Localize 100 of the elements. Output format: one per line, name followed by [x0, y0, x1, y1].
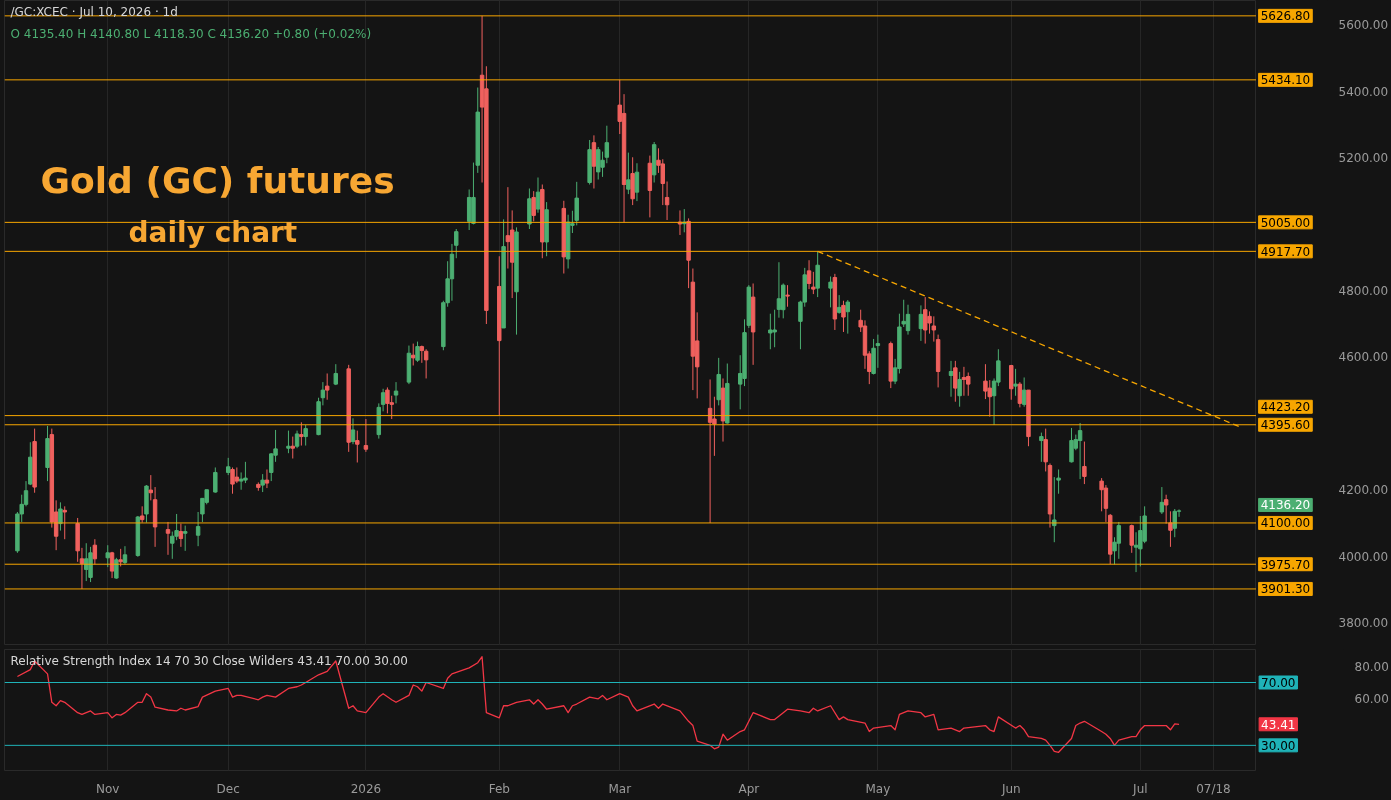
candlestick — [290, 436, 295, 460]
ref-line-label: 3975.70 — [1260, 557, 1311, 572]
candlestick — [957, 371, 962, 408]
candlestick — [948, 360, 954, 398]
candlestick — [785, 284, 790, 308]
candlestick — [466, 188, 472, 231]
x-tick-label: 2026 — [350, 781, 382, 796]
candlestick — [953, 360, 958, 403]
candlestick — [1069, 427, 1074, 463]
ref-line-label: 70.00 — [1261, 676, 1296, 690]
candlestick — [350, 417, 356, 445]
x-tick-label: May — [865, 781, 891, 796]
candlestick — [230, 466, 235, 495]
candlestick — [961, 366, 967, 397]
ref-line-label: 30.00 — [1261, 738, 1296, 753]
ref-line-label: 4100.00 — [1260, 516, 1311, 531]
candlestick — [1009, 364, 1014, 401]
x-tick-label: Nov — [96, 781, 120, 796]
candlestick — [243, 461, 248, 484]
candlestick — [1133, 531, 1139, 573]
candlestick — [922, 296, 928, 345]
candlestick — [596, 146, 601, 181]
candlestick — [828, 276, 833, 308]
candlestick — [238, 471, 244, 491]
chart-title: Relative Strength Index 14 70 30 Close Wilders 43.41 70.00 30.00 — [10, 653, 408, 668]
candlestick — [178, 523, 184, 548]
y-tick-label: 4200.00 — [1338, 483, 1389, 498]
ref-line-label: 5434.10 — [1260, 73, 1311, 88]
candlestick — [1013, 368, 1018, 397]
candlestick — [423, 348, 429, 379]
annotation: daily chart — [128, 215, 298, 249]
candlestick — [531, 190, 536, 222]
y-tick-label: 60.00 — [1354, 691, 1389, 706]
candlestick — [626, 152, 631, 195]
y-tick-label: 5200.00 — [1338, 151, 1389, 166]
annotation: Gold (GC) futures — [40, 159, 395, 201]
y-tick-label: 3800.00 — [1338, 616, 1389, 631]
candlestick — [105, 544, 110, 568]
x-tick-label: Mar — [608, 781, 632, 796]
candlestick — [58, 501, 63, 532]
candlestick — [806, 259, 812, 290]
x-tick-label: Jul — [1132, 781, 1148, 796]
x-tick-label: 07/18 — [1196, 781, 1231, 796]
chart-title: /GC:XCEC · Jul 10, 2026 · 1d — [10, 4, 178, 19]
x-tick-label: Apr — [738, 781, 760, 796]
y-tick-label: 4600.00 — [1338, 350, 1389, 365]
candlestick — [815, 250, 820, 298]
candlestick — [918, 304, 924, 342]
ref-line-label: 4917.70 — [1260, 244, 1311, 259]
candlestick — [1129, 524, 1134, 554]
candlestick — [165, 521, 171, 556]
candlestick — [1017, 381, 1023, 408]
candlestick — [415, 341, 420, 363]
x-tick-label: Jun — [1000, 781, 1021, 796]
candlestick — [264, 468, 270, 489]
ref-line-label: 5626.80 — [1260, 9, 1311, 24]
candlestick — [845, 299, 850, 335]
candlestick — [841, 300, 846, 333]
y-tick-label: 5600.00 — [1338, 18, 1389, 33]
ref-line-label: 4395.60 — [1260, 418, 1311, 433]
candlestick — [966, 371, 971, 397]
candlestick — [92, 538, 98, 565]
ref-line-label: 3901.30 — [1260, 582, 1311, 597]
candlestick — [393, 381, 399, 404]
y-tick-label: 80.00 — [1354, 660, 1389, 675]
candlestick — [182, 525, 188, 552]
candlestick — [1163, 494, 1169, 525]
candlestick — [836, 294, 842, 315]
candlestick — [363, 418, 369, 453]
annotation: 43.41 — [1261, 717, 1296, 732]
candlestick — [1116, 521, 1122, 560]
candlestick — [213, 466, 218, 494]
candlestick — [505, 186, 511, 270]
candlestick — [1172, 508, 1177, 538]
text: O 4135.40 H 4140.80 L 4118.30 C 4136.20 +0.80 (+0.02%) — [10, 26, 372, 41]
candlestick — [114, 557, 119, 580]
candlestick — [1039, 432, 1044, 463]
ref-line-label: 5005.00 — [1260, 215, 1311, 230]
candlestick — [324, 372, 330, 401]
candlestick — [303, 424, 308, 447]
y-tick-label: 4800.00 — [1338, 283, 1389, 298]
candlestick — [299, 421, 304, 447]
x-tick-label: Feb — [488, 781, 510, 796]
candlestick — [535, 177, 541, 214]
candlestick — [772, 309, 777, 348]
candlestick — [1043, 428, 1048, 472]
y-tick-label: 4000.00 — [1338, 549, 1389, 564]
candlestick — [355, 430, 360, 463]
candlestick — [286, 430, 291, 454]
candlestick — [1159, 486, 1165, 515]
candlestick — [411, 343, 416, 367]
x-tick-label: Dec — [216, 781, 240, 796]
candlestick — [931, 315, 937, 343]
candlestick — [768, 313, 773, 350]
text: 4136.20 — [1260, 498, 1311, 513]
candlestick — [634, 162, 640, 202]
candlestick — [1082, 441, 1087, 485]
candlestick — [62, 505, 67, 540]
ref-line-label: 4423.20 — [1260, 400, 1311, 415]
y-tick-label: 5400.00 — [1338, 84, 1389, 99]
